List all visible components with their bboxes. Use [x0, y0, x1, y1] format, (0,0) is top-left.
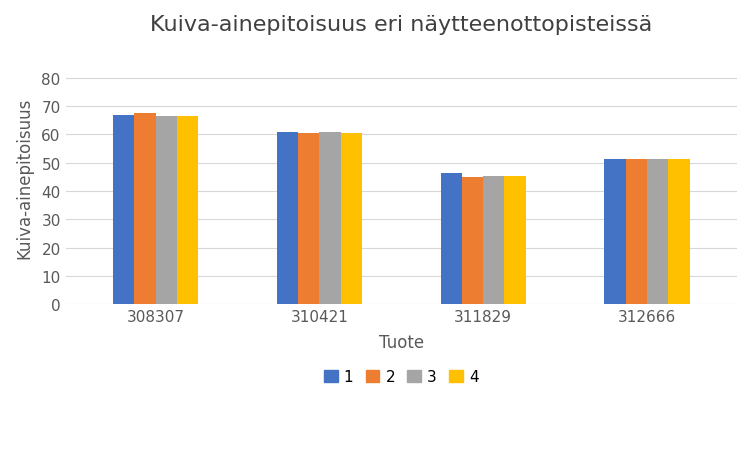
Legend: 1, 2, 3, 4: 1, 2, 3, 4 [318, 363, 485, 391]
Bar [462, 178, 484, 305]
Bar [484, 176, 505, 305]
Bar [113, 115, 135, 305]
Bar [156, 117, 177, 305]
Bar [605, 159, 626, 305]
Bar [341, 133, 362, 305]
X-axis label: Tuote: Tuote [379, 333, 424, 351]
Bar [647, 159, 669, 305]
Bar [441, 173, 462, 305]
Y-axis label: Kuiva-ainepitoisuus: Kuiva-ainepitoisuus [15, 97, 33, 258]
Title: Kuiva-ainepitoisuus eri näytteenottopisteissä: Kuiva-ainepitoisuus eri näytteenottopist… [150, 15, 653, 35]
Bar [298, 133, 320, 305]
Bar [669, 159, 690, 305]
Bar [177, 117, 199, 305]
Bar [626, 159, 647, 305]
Bar [320, 132, 341, 305]
Bar [135, 114, 156, 305]
Bar [277, 132, 298, 305]
Bar [505, 176, 526, 305]
